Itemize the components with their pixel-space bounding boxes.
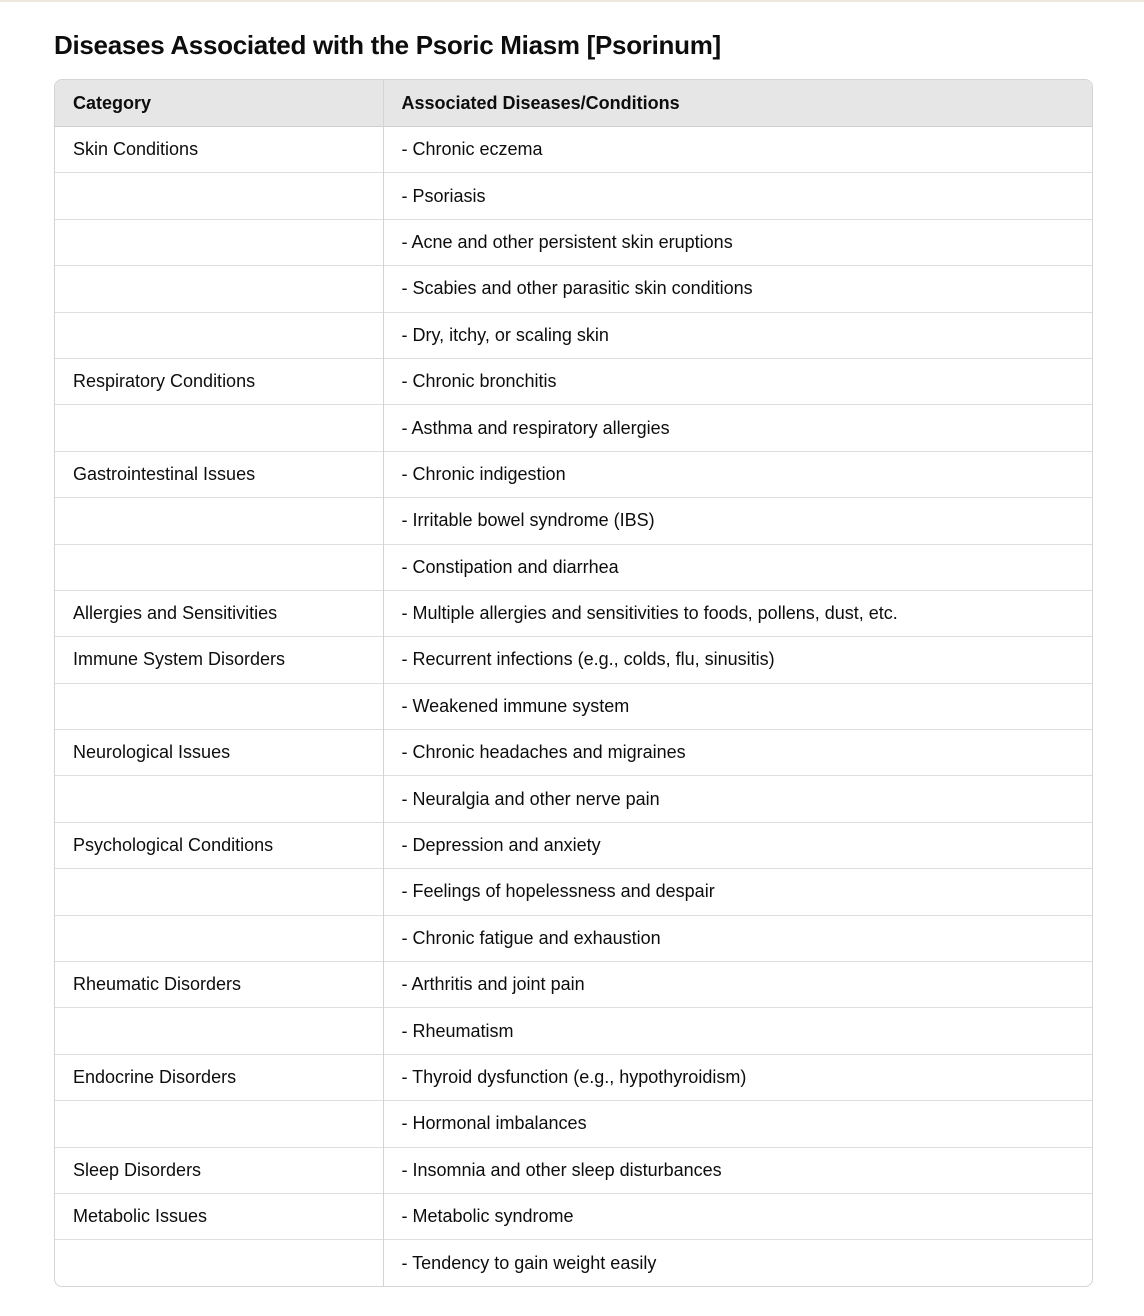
category-cell: Respiratory Conditions <box>55 357 383 405</box>
condition-cell: - Constipation and diarrhea <box>382 543 1092 591</box>
header-category: Category <box>55 80 383 127</box>
page-title: Diseases Associated with the Psoric Mias… <box>54 30 721 60</box>
category-cell <box>55 218 383 266</box>
table-header-row: Category Associated Diseases/Conditions <box>55 80 1092 127</box>
table-row: Gastrointestinal Issues - Chronic indiges… <box>55 450 1092 498</box>
table-row: Metabolic Issues - Metabolic syndrome <box>55 1192 1092 1240</box>
category-cell: Gastrointestinal Issues <box>55 450 383 498</box>
table-row: - Irritable bowel syndrome (IBS) <box>55 497 1092 545</box>
category-cell: Endocrine Disorders <box>55 1053 383 1101</box>
condition-cell: - Neuralgia and other nerve pain <box>382 775 1092 823</box>
category-cell <box>55 914 383 962</box>
table-row: - Weakened immune system <box>55 682 1092 730</box>
category-cell: Immune System Disorders <box>55 636 383 684</box>
category-cell: Rheumatic Disorders <box>55 961 383 1008</box>
condition-cell: - Asthma and respiratory allergies <box>382 404 1092 452</box>
condition-cell: - Feelings of hopelessness and despair <box>382 868 1092 916</box>
header-conditions: Associated Diseases/Conditions <box>382 80 1092 127</box>
condition-cell: - Chronic eczema <box>382 126 1092 173</box>
table-row: Rheumatic Disorders - Arthritis and joint… <box>55 961 1092 1008</box>
table-row: Sleep Disorders - Insomnia and other slee… <box>55 1146 1092 1194</box>
category-cell <box>55 1100 383 1148</box>
table-row: - Neuralgia and other nerve pain <box>55 775 1092 823</box>
table-row: Respiratory Conditions - Chronic bronchit… <box>55 357 1092 405</box>
table-row: - Scabies and other parasitic skin condi… <box>55 265 1092 313</box>
table-row: Skin Conditions - Chronic eczema <box>55 126 1092 173</box>
table-row: - Constipation and diarrhea <box>55 543 1092 591</box>
condition-cell: - Recurrent infections (e.g., colds, flu… <box>382 636 1092 684</box>
condition-cell: - Insomnia and other sleep disturbances <box>382 1146 1092 1194</box>
category-cell <box>55 404 383 452</box>
table-row: - Tendency to gain weight easily <box>55 1239 1092 1286</box>
condition-cell: - Weakened immune system <box>382 682 1092 730</box>
category-cell <box>55 265 383 313</box>
top-border <box>0 0 1144 2</box>
category-cell: Skin Conditions <box>73 139 199 160</box>
condition-cell: - Psoriasis <box>382 172 1092 220</box>
table-row: Allergies and Sensitivities - Multiple al… <box>55 589 1092 637</box>
condition-cell: - Thyroid dysfunction (e.g., hypothyroid… <box>382 1053 1092 1101</box>
table-row: - Hormonal imbalances <box>55 1100 1092 1148</box>
category-cell: Allergies and Sensitivities <box>55 589 383 637</box>
condition-cell: - Arthritis and joint pain <box>382 961 1092 1008</box>
condition-cell: - Acne and other persistent skin eruptio… <box>382 218 1092 266</box>
table-row: Neurological Issues - Chronic headaches a… <box>55 729 1092 776</box>
table-row: - Asthma and respiratory allergies <box>55 404 1092 452</box>
category-cell <box>55 497 383 545</box>
condition-cell: - Multiple allergies and sensitivities t… <box>382 589 1092 637</box>
condition-cell: - Rheumatism <box>382 1007 1092 1055</box>
category-cell <box>55 172 383 220</box>
condition-cell: - Chronic headaches and migraines <box>382 729 1092 776</box>
condition-cell: - Dry, itchy, or scaling skin <box>382 311 1092 359</box>
condition-cell: - Chronic indigestion <box>382 450 1092 498</box>
condition-cell: - Depression and anxiety <box>382 821 1092 869</box>
table-row: Immune System Disorders - Recurrent infec… <box>55 636 1092 684</box>
table-row: - Feelings of hopelessness and despair <box>55 868 1092 916</box>
category-cell: Sleep Disorders <box>55 1146 383 1194</box>
category-cell <box>55 775 383 823</box>
condition-cell: - Chronic fatigue and exhaustion <box>382 914 1092 962</box>
condition-cell: - Chronic bronchitis <box>382 357 1092 405</box>
table-row: - Dry, itchy, or scaling skin <box>55 311 1092 359</box>
category-cell <box>55 543 383 591</box>
diseases-table: Category Associated Diseases/Conditions … <box>54 79 1093 1287</box>
category-cell <box>55 682 383 730</box>
category-cell <box>55 868 383 916</box>
table-row: - Psoriasis <box>55 172 1092 220</box>
category-cell <box>55 1007 383 1055</box>
condition-cell: - Irritable bowel syndrome (IBS) <box>382 497 1092 545</box>
table-row: - Rheumatism <box>55 1007 1092 1055</box>
category-cell: Psychological Conditions <box>55 821 383 869</box>
table-row: Psychological Conditions - Depression and… <box>55 821 1092 869</box>
category-cell: Neurological Issues <box>55 729 383 776</box>
condition-cell: - Tendency to gain weight easily <box>382 1239 1092 1286</box>
condition-cell: - Scabies and other parasitic skin condi… <box>382 265 1092 313</box>
condition-cell: - Hormonal imbalances <box>382 1100 1092 1148</box>
category-cell <box>55 1239 383 1286</box>
condition-cell: - Metabolic syndrome <box>382 1192 1092 1240</box>
category-cell: Metabolic Issues <box>55 1192 383 1240</box>
category-cell <box>55 311 383 359</box>
table-row: - Acne and other persistent skin eruptio… <box>55 218 1092 266</box>
table-row: - Chronic fatigue and exhaustion <box>55 914 1092 962</box>
table-row: Endocrine Disorders - Thyroid dysfunction… <box>55 1053 1092 1101</box>
